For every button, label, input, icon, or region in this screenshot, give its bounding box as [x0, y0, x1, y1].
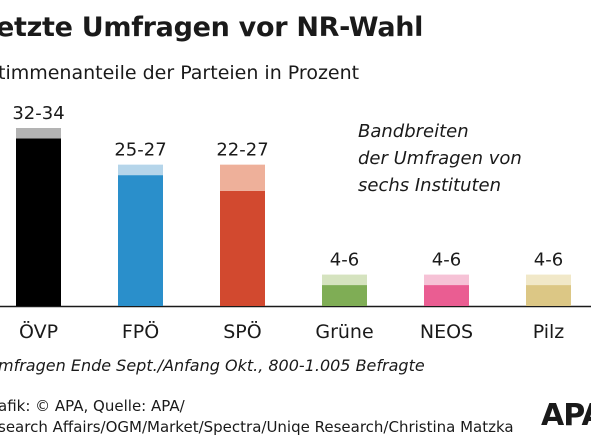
bar-neos	[424, 285, 469, 306]
category-label-sp: SPÖ	[223, 320, 261, 343]
range-label-pilz: 4-6	[534, 250, 563, 271]
bar-range-grne	[322, 274, 367, 286]
source-credit: afik: © APA, Quelle: APA/ search Affairs…	[0, 396, 514, 438]
annotation-line-3: sechs Instituten	[358, 175, 502, 196]
bar-range-pilz	[526, 274, 571, 286]
chart-annotation: Bandbreiten der Umfragen von sechs Insti…	[358, 118, 522, 199]
range-label-neos: 4-6	[432, 250, 461, 271]
category-label-pilz: Pilz	[533, 321, 565, 343]
credit-line-2: search Affairs/OGM/Market/Spectra/Uniqe …	[0, 418, 514, 436]
category-label-fp: FPÖ	[122, 320, 159, 343]
range-label-sp: 22-27	[216, 140, 268, 161]
bar-range-fp	[118, 164, 163, 176]
bar-fp	[118, 175, 163, 306]
credit-line-1: afik: © APA, Quelle: APA/	[0, 397, 185, 415]
range-label-vp: 32-34	[12, 103, 64, 124]
chart-title: etzte Umfragen vor NR-Wahl	[0, 12, 424, 43]
annotation-line-1: Bandbreiten	[358, 121, 469, 142]
category-label-grne: Grüne	[315, 321, 373, 343]
bar-range-vp	[16, 128, 61, 139]
range-label-grne: 4-6	[330, 250, 359, 271]
bar-grne	[322, 285, 367, 306]
bar-sp	[220, 190, 265, 306]
chart-subtitle: timmenanteile der Parteien in Prozent	[0, 62, 360, 84]
category-label-vp: ÖVP	[19, 320, 58, 343]
category-label-neos: NEOS	[420, 321, 473, 343]
bar-vp	[16, 138, 61, 306]
bar-range-sp	[220, 164, 265, 191]
bar-pilz	[526, 285, 571, 306]
range-label-fp: 25-27	[114, 140, 166, 161]
annotation-line-2: der Umfragen von	[358, 148, 522, 169]
apa-logo: APA	[541, 398, 591, 433]
chart-footnote: mfragen Ende Sept./Anfang Okt., 800-1.00…	[0, 356, 425, 375]
bar-range-neos	[424, 274, 469, 286]
